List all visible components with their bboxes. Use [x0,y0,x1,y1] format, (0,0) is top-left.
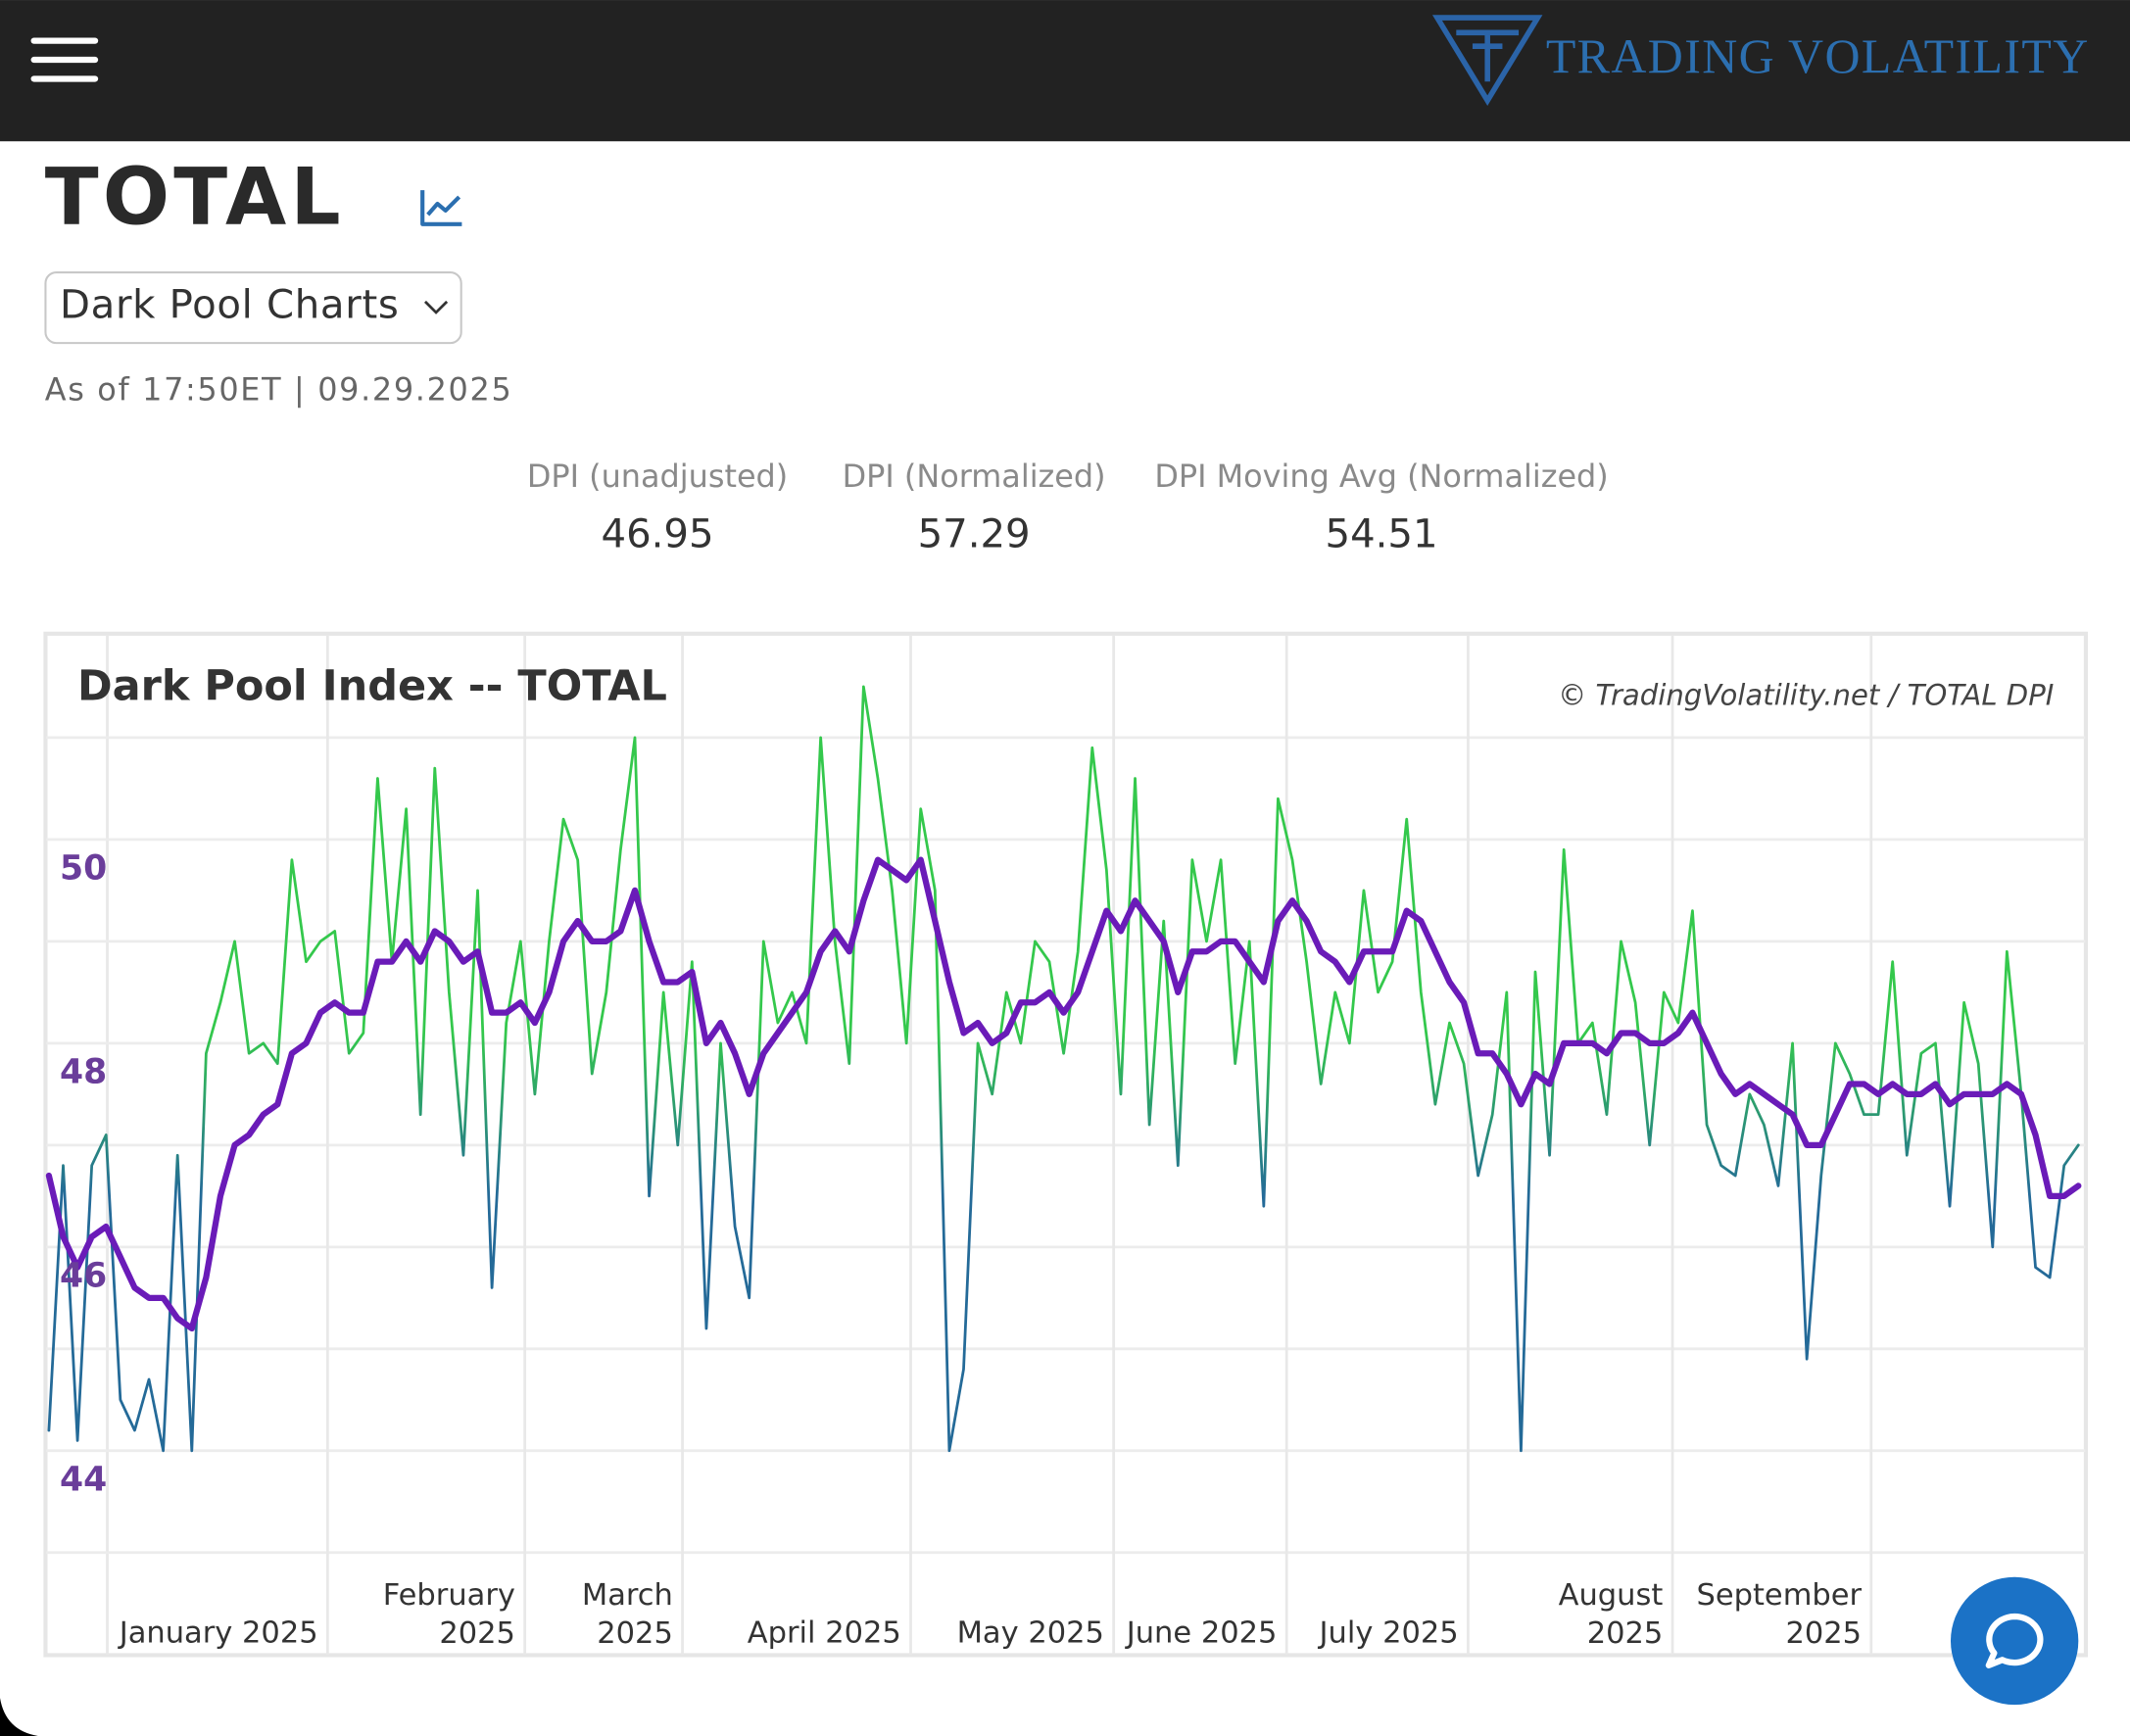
ticker-title: TOTAL [45,151,345,243]
as-of: As of 17:50ET | 09.29.2025 [45,370,513,408]
x-tick-label: February 2025 [383,1578,515,1651]
stat-value: 57.29 [918,512,1031,557]
x-tick-label: April 2025 [748,1615,901,1650]
x-tick-label: September 2025 [1696,1578,1862,1651]
stat-label: DPI (Normalized) [843,458,1106,495]
y-tick-label: 48 [60,1052,107,1091]
y-tick-label: 50 [60,848,107,888]
dpi-line [47,685,2080,1453]
stat-value: 54.51 [1326,512,1438,557]
chart-select-text: Dark Pool Charts [60,282,400,327]
stats: DPI (unadjusted) 46.95 DPI (Normalized) 57.… [527,458,1609,557]
x-tick-label: August 2025 [1559,1578,1664,1651]
moving-average-line [45,856,2082,1332]
plot: 44 46 48 50 January 2025 February 2025 March 202… [45,635,2086,1655]
stat-value: 46.95 [602,512,714,557]
x-tick-label: May 2025 [957,1615,1104,1650]
chart-title: Dark Pool Index -- TOTAL [77,661,667,710]
chart-select[interactable] [44,270,462,345]
x-tick-label: July 2025 [1318,1615,1459,1650]
top-bar [0,0,2130,142]
menu-button[interactable] [30,37,99,82]
x-tick-label: June 2025 [1125,1615,1278,1650]
chart-icon[interactable] [420,190,462,226]
y-tick-label: 46 [60,1256,107,1295]
chart-credit: © TradingVolatility.net / TOTAL DPI [1558,678,2054,711]
logo-icon[interactable] [1431,15,1543,106]
select-chevron [423,300,449,314]
stat-label: DPI Moving Avg (Normalized) [1154,458,1608,495]
device-corner [0,1698,38,1736]
logo-text[interactable]: TRADING VOLATILITY [1546,29,2090,83]
chat-button[interactable] [1950,1576,2079,1706]
x-tick-label: January 2025 [118,1615,318,1650]
stat-label: DPI (unadjusted) [527,458,788,495]
y-tick-label: 44 [60,1460,107,1499]
x-tick-label: March 2025 [582,1578,673,1651]
